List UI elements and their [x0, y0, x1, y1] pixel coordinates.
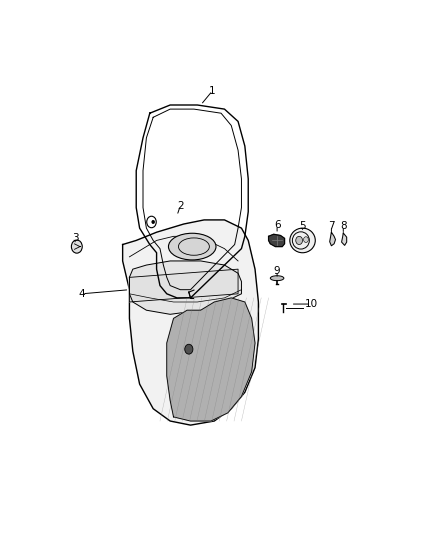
- Text: 4: 4: [78, 289, 85, 299]
- Text: 7: 7: [328, 221, 335, 231]
- Polygon shape: [268, 235, 285, 247]
- Polygon shape: [330, 232, 336, 246]
- Circle shape: [152, 220, 155, 224]
- Circle shape: [71, 240, 82, 253]
- Polygon shape: [123, 220, 258, 425]
- Text: 9: 9: [274, 266, 280, 276]
- Ellipse shape: [270, 276, 284, 281]
- Circle shape: [304, 237, 308, 243]
- Polygon shape: [130, 261, 241, 314]
- Polygon shape: [342, 233, 346, 245]
- Circle shape: [296, 236, 303, 245]
- Polygon shape: [130, 269, 238, 302]
- Text: 1: 1: [209, 86, 216, 95]
- Polygon shape: [167, 298, 255, 421]
- Text: 2: 2: [177, 200, 184, 211]
- Text: 6: 6: [274, 220, 280, 230]
- Text: 10: 10: [304, 299, 318, 309]
- Circle shape: [185, 344, 193, 354]
- Ellipse shape: [290, 228, 315, 253]
- Text: 3: 3: [72, 233, 78, 244]
- Text: 8: 8: [340, 221, 346, 231]
- Ellipse shape: [169, 233, 216, 260]
- Text: 5: 5: [299, 221, 306, 231]
